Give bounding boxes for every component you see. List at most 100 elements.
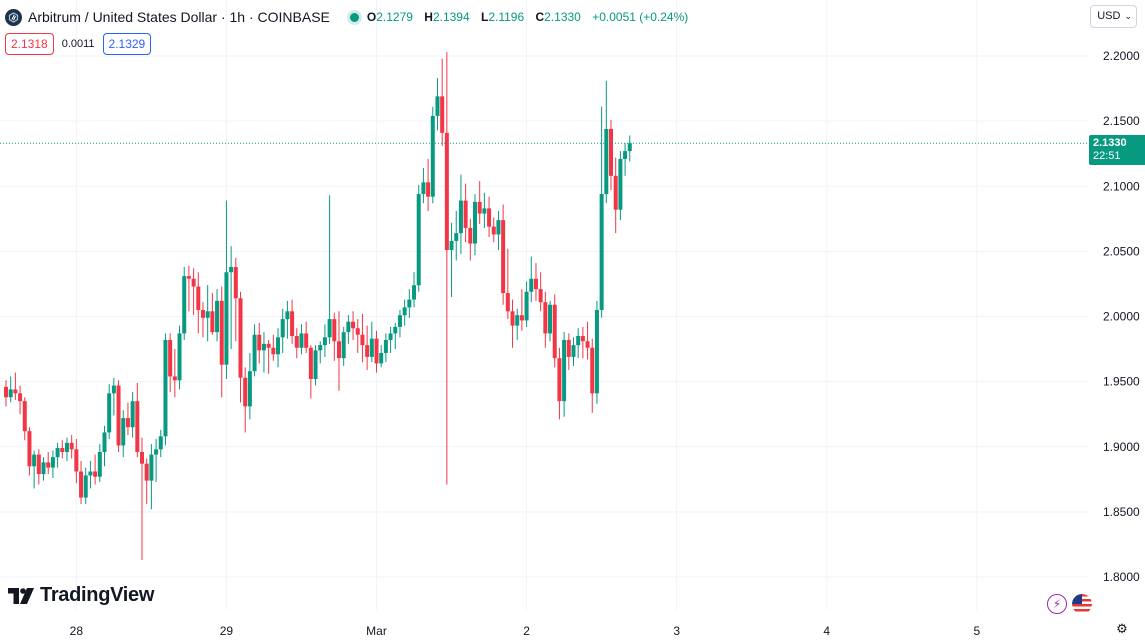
candle (463, 183, 468, 243)
candle-body (247, 371, 252, 407)
us-flag-icon[interactable] (1072, 594, 1092, 614)
y-tick-label: 2.0500 (1103, 244, 1140, 258)
candle-body (332, 319, 337, 342)
candle-body (177, 333, 182, 381)
candle-body (557, 358, 562, 402)
symbol-title[interactable]: Arbitrum / United States Dollar · 1h · C… (28, 9, 330, 25)
candle-body (407, 299, 412, 308)
candle-body (369, 338, 374, 357)
candle-body (116, 385, 121, 446)
candle (196, 272, 201, 334)
currency-label: USD (1097, 10, 1121, 22)
time-axis[interactable]: 28 29 Mar 2 3 4 5 (70, 624, 981, 638)
candle (55, 442, 60, 468)
candle (576, 328, 581, 359)
candle (22, 397, 27, 441)
candle-body (604, 128, 609, 195)
candle (215, 289, 220, 342)
candle (487, 196, 492, 238)
candle-body (440, 96, 445, 133)
candle (365, 325, 370, 370)
candle-body (238, 298, 243, 378)
currency-selector[interactable]: USD ⌄ (1090, 5, 1137, 28)
candle (36, 449, 41, 485)
candle-body (88, 471, 93, 476)
x-tick-label: 3 (673, 624, 680, 638)
candle (140, 437, 145, 561)
candle-body (416, 194, 421, 286)
market-status-icon[interactable] (349, 12, 359, 22)
close-value: 2.1330 (544, 10, 581, 24)
candle-body (496, 220, 501, 235)
candle-body (613, 175, 618, 210)
candle-body (346, 321, 351, 333)
candle (308, 345, 313, 399)
candle-body (609, 128, 614, 176)
candle (360, 313, 365, 363)
candle-body (571, 345, 576, 357)
bar-countdown: 22:51 (1093, 150, 1121, 163)
candle (41, 457, 46, 481)
candle-body (623, 151, 628, 159)
candle-body (355, 328, 360, 335)
sell-button[interactable]: 2.1318 (5, 33, 54, 55)
candle (440, 58, 445, 146)
candle-body (135, 401, 140, 452)
candle (229, 246, 234, 350)
tradingview-logo[interactable]: TradingView (8, 584, 154, 607)
candle-body (243, 377, 248, 407)
x-tick-label: 29 (220, 624, 234, 638)
candle-body (360, 334, 365, 346)
candle (285, 300, 290, 339)
candle-body (463, 200, 468, 228)
candle-body (200, 309, 205, 318)
candle-body (121, 418, 126, 446)
candle-body (538, 289, 543, 303)
candle-body (83, 475, 88, 498)
lightning-icon[interactable]: ⚡ (1047, 594, 1067, 614)
candle (397, 309, 402, 338)
candle-body (374, 338, 379, 364)
candle (233, 257, 238, 342)
candle-body (548, 304, 553, 334)
candle (172, 349, 177, 398)
candle (426, 158, 431, 211)
candle-body (430, 115, 435, 197)
candle-body (299, 333, 304, 348)
candle-body (69, 442, 74, 450)
candle (548, 300, 553, 342)
buy-button[interactable]: 2.1329 (102, 33, 152, 55)
candle (369, 321, 374, 363)
candle (257, 323, 262, 364)
candle-body (252, 334, 257, 372)
candle-body (351, 321, 356, 329)
candle (505, 248, 510, 320)
candle-body (111, 385, 116, 394)
candle-body (590, 347, 595, 394)
candle (332, 312, 337, 361)
candle (524, 281, 529, 327)
candle (496, 210, 501, 251)
candle (271, 334, 276, 361)
price-axis[interactable]: 2.2000 2.1500 2.1000 2.0500 2.0000 1.9500 1.90… (1103, 49, 1140, 584)
candle-body (379, 352, 384, 364)
candle (346, 315, 351, 344)
candle (627, 135, 632, 162)
gear-icon[interactable]: ⚙ (1116, 621, 1128, 636)
candle-body (107, 393, 112, 433)
x-tick-label: 4 (823, 624, 830, 638)
candle-body (318, 345, 323, 351)
candle (533, 263, 538, 301)
candle-body (102, 432, 107, 452)
candle-body (229, 267, 234, 273)
candle (515, 308, 520, 340)
candle (93, 454, 98, 485)
candle-body (191, 278, 196, 287)
candle (566, 333, 571, 370)
candle (252, 324, 257, 377)
candle-body (524, 291, 529, 321)
candle (182, 267, 187, 340)
candle (580, 326, 585, 359)
